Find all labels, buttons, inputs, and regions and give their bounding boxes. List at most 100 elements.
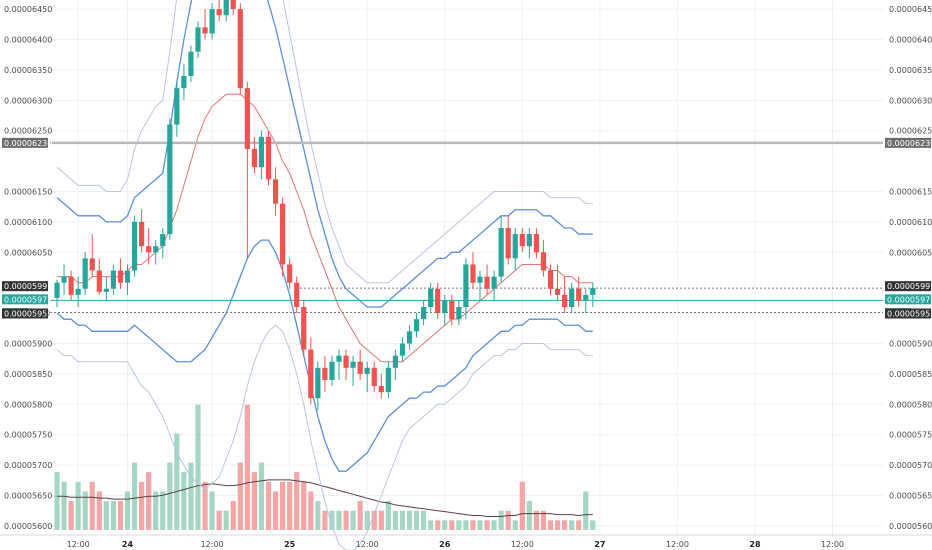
- volume-bar: [421, 510, 427, 530]
- volume-bar: [251, 472, 257, 530]
- right-tag-upper-box: [885, 137, 931, 148]
- candle-body: [103, 288, 109, 292]
- candle-body: [364, 367, 370, 374]
- candle-body: [287, 264, 293, 283]
- volume-bar: [477, 520, 483, 530]
- right-tick-label: 0.00006350: [889, 66, 932, 75]
- volume-bar: [322, 510, 328, 530]
- time-axis: 12:00 24 12:00 25 12:00 26 12:00 27 12:00 28 12:00: [0, 534, 932, 549]
- candle-body: [343, 355, 349, 368]
- volume-bar: [146, 472, 152, 530]
- candle-body: [223, 0, 229, 16]
- right-tag-bid-label: 0.00005971: [887, 295, 932, 304]
- volume-bar: [554, 520, 561, 530]
- left-tag-current-label: 0.00005991: [4, 282, 52, 291]
- volume-bar: [230, 501, 236, 530]
- volume-ma-path: [57, 479, 593, 517]
- volume-bar: [294, 472, 300, 530]
- volume-bar: [336, 510, 342, 530]
- left-tick-label: 0.00006350: [4, 66, 52, 75]
- candle-body: [188, 51, 194, 76]
- candle-body: [569, 288, 575, 308]
- candle-body: [272, 179, 279, 204]
- volume-bar: [562, 520, 568, 530]
- left-tag-bid-box: [2, 294, 48, 305]
- volume-bar: [167, 462, 173, 530]
- candle-body: [399, 343, 406, 356]
- candle-body: [421, 307, 427, 320]
- right-tick-label: 0.00005900: [889, 339, 932, 348]
- left-tick-label: 0.00006450: [4, 5, 52, 14]
- candle-body: [590, 288, 596, 295]
- left-tick-label: 0.00005650: [4, 491, 52, 500]
- volume-bar: [117, 501, 124, 530]
- candle-body: [82, 258, 88, 289]
- volume-bar: [413, 510, 420, 530]
- candle-body: [554, 288, 561, 295]
- volume-bar: [350, 510, 356, 530]
- volume-bar: [392, 510, 398, 530]
- candle-body: [512, 234, 518, 259]
- candle-body: [562, 294, 568, 308]
- volume-bar: [428, 520, 434, 530]
- time-tick-label: 12:00: [67, 540, 90, 549]
- candle-body: [547, 270, 554, 289]
- right-tick-label: 0.00006050: [889, 248, 932, 257]
- left-tick-label: 0.00005800: [4, 400, 52, 409]
- left-tick-label: 0.00005700: [4, 461, 52, 470]
- volume-bar: [202, 481, 208, 530]
- volume-bar: [308, 491, 314, 530]
- candle-body: [470, 264, 476, 283]
- volume-bar: [329, 510, 335, 530]
- right-tag-lower-box: [885, 308, 931, 319]
- candle-body: [406, 331, 413, 344]
- right-tick-label: 0.00005850: [889, 370, 932, 379]
- price-tags: 0.00006230 0.00006230 0.00005991 0.00005991…: [2, 137, 932, 319]
- volume-bar: [237, 462, 243, 530]
- right-tick-label: 0.00006450: [889, 5, 932, 14]
- candle-body: [484, 276, 490, 289]
- left-tag-bid-label: 0.00005971: [4, 295, 52, 304]
- volume-bar: [442, 520, 448, 530]
- volume-bar: [223, 510, 229, 530]
- left-tag-lower-label: 0.00005951: [4, 309, 52, 318]
- volume-bar: [287, 481, 293, 530]
- volume-bar: [357, 501, 363, 530]
- time-tick-label: 28: [749, 540, 761, 549]
- volume-bar: [280, 481, 286, 530]
- candle-body: [449, 300, 455, 320]
- volume-bar: [576, 520, 582, 530]
- right-tick-label: 0.00006300: [889, 96, 932, 105]
- right-tick-label: 0.00005700: [889, 461, 932, 470]
- candle-body: [576, 288, 582, 301]
- lower-band: [56, 239, 593, 472]
- time-tick-label: 12:00: [666, 540, 689, 549]
- candle-body: [131, 221, 138, 271]
- volume-bar: [131, 462, 138, 530]
- volume-bar: [54, 472, 60, 530]
- time-tick-label: 26: [439, 540, 451, 549]
- candle-body: [491, 276, 497, 289]
- volume-bar: [371, 510, 377, 530]
- candle-body: [117, 270, 124, 283]
- candle-body: [435, 288, 441, 314]
- volume-bar: [265, 481, 272, 530]
- volume-bar: [89, 481, 95, 530]
- candle-body: [336, 355, 342, 362]
- left-tick-label: 0.00006300: [4, 96, 52, 105]
- candle-body: [54, 282, 60, 298]
- candle-body: [463, 264, 469, 308]
- bollinger-bands: [56, 0, 593, 550]
- candle-body: [329, 361, 335, 380]
- volume-bar: [463, 520, 469, 530]
- volume-bar: [491, 520, 497, 530]
- volume-bar: [590, 520, 596, 530]
- volume-bar: [456, 520, 462, 530]
- volume-bar: [484, 520, 490, 530]
- right-tick-label: 0.00006150: [889, 188, 932, 197]
- candle-body: [75, 288, 81, 295]
- candle-body: [167, 124, 173, 235]
- volume-bar: [399, 510, 406, 530]
